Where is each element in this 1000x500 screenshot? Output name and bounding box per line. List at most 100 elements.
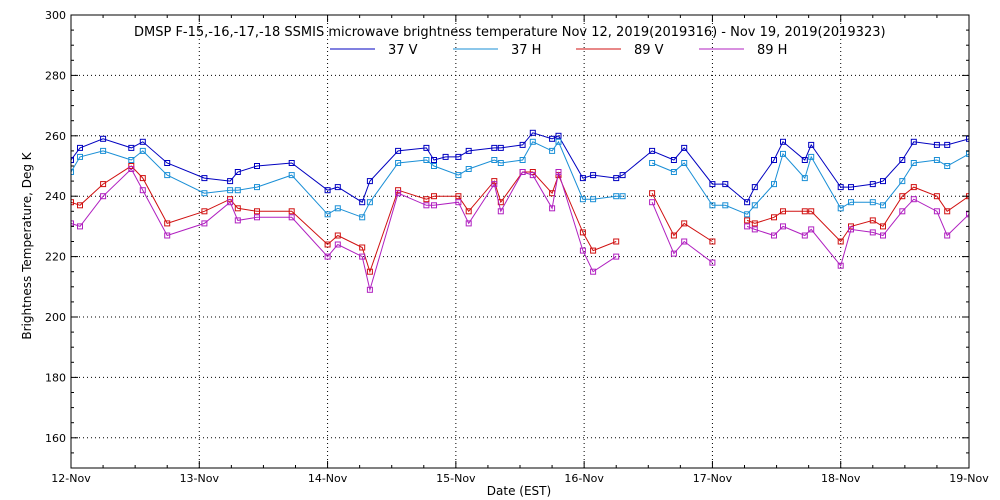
data-point [808, 226, 815, 233]
data-point [670, 169, 677, 175]
y-tick-label: 200 [45, 311, 66, 324]
data-point [324, 187, 331, 194]
data-point [227, 178, 234, 185]
data-point [801, 208, 808, 215]
data-point [869, 217, 876, 224]
data-point [899, 193, 906, 200]
data-point [808, 153, 815, 160]
data-point [139, 187, 146, 194]
data-point [966, 211, 969, 218]
data-point [808, 141, 815, 148]
data-point [139, 147, 146, 154]
data-point [71, 169, 74, 175]
data-point [128, 157, 135, 163]
data-point [613, 175, 620, 182]
series-37-h [71, 138, 969, 221]
data-point [234, 187, 241, 194]
data-point [722, 202, 729, 209]
data-point [519, 141, 526, 148]
data-point [455, 199, 462, 206]
data-point [709, 202, 716, 209]
data-point [681, 220, 688, 227]
data-point [848, 226, 854, 233]
data-point [933, 157, 940, 163]
data-point [324, 241, 331, 248]
data-point [910, 196, 917, 203]
data-point [619, 172, 626, 179]
data-point [334, 205, 341, 212]
data-point [709, 181, 716, 188]
data-point [899, 157, 906, 163]
data-point [288, 172, 295, 179]
data-point [837, 238, 844, 245]
data-point [744, 211, 751, 218]
data-point [751, 184, 758, 191]
data-point [590, 196, 597, 203]
data-point [837, 184, 844, 191]
series-layer [71, 129, 969, 293]
data-point [529, 138, 536, 145]
data-point [649, 147, 656, 154]
data-point [366, 268, 373, 275]
data-point [288, 160, 295, 166]
data-point [139, 138, 146, 145]
legend: 37 V 37 H 89 V 89 H [330, 43, 787, 58]
data-point [334, 241, 341, 248]
data-point [910, 160, 917, 166]
data-point [649, 199, 656, 206]
axes: 160 180 200 220 240 260 280 300 12-Nov 13-Nov 14-N… [45, 9, 989, 485]
x-tick-label: 17-Nov [693, 472, 733, 485]
data-point [751, 226, 758, 233]
series-line [651, 192, 713, 242]
data-point [549, 147, 556, 154]
data-point [880, 232, 886, 239]
data-point [744, 217, 751, 224]
data-point [366, 199, 373, 206]
data-point [234, 217, 241, 224]
data-point [519, 169, 526, 175]
data-point [77, 144, 83, 151]
data-point [423, 196, 430, 203]
data-point [579, 196, 586, 203]
y-tick-label: 180 [45, 371, 66, 384]
data-point [681, 144, 688, 151]
data-point [681, 160, 688, 166]
data-point [491, 181, 498, 188]
data-point [944, 232, 951, 239]
series-line [651, 202, 713, 264]
data-point [555, 169, 562, 175]
data-point [164, 172, 171, 179]
y-tick-label: 160 [45, 432, 66, 445]
series-line [71, 165, 617, 274]
data-point [744, 199, 751, 206]
data-point [254, 208, 260, 215]
x-tick-label: 14-Nov [308, 472, 348, 485]
data-point [933, 193, 940, 200]
data-point [423, 202, 430, 209]
data-point [771, 214, 777, 221]
data-point [164, 232, 171, 239]
data-point [848, 184, 854, 191]
data-point [744, 223, 751, 230]
data-point [395, 190, 402, 197]
x-tick-label: 12-Nov [51, 472, 91, 485]
data-point [324, 211, 331, 218]
x-tick-label: 19-Nov [949, 472, 989, 485]
grid [71, 15, 969, 468]
data-point [801, 157, 808, 163]
data-point [529, 169, 536, 175]
data-point [366, 286, 373, 293]
data-point [201, 190, 208, 197]
data-point [423, 157, 430, 163]
data-point [722, 181, 729, 188]
data-point [491, 157, 498, 163]
data-point [801, 232, 808, 239]
data-point [529, 129, 536, 136]
data-point [681, 238, 688, 245]
data-point [555, 138, 562, 145]
data-point [77, 202, 83, 209]
data-point [771, 181, 777, 188]
data-point [455, 172, 462, 179]
data-point [837, 262, 844, 269]
data-point [227, 187, 234, 194]
